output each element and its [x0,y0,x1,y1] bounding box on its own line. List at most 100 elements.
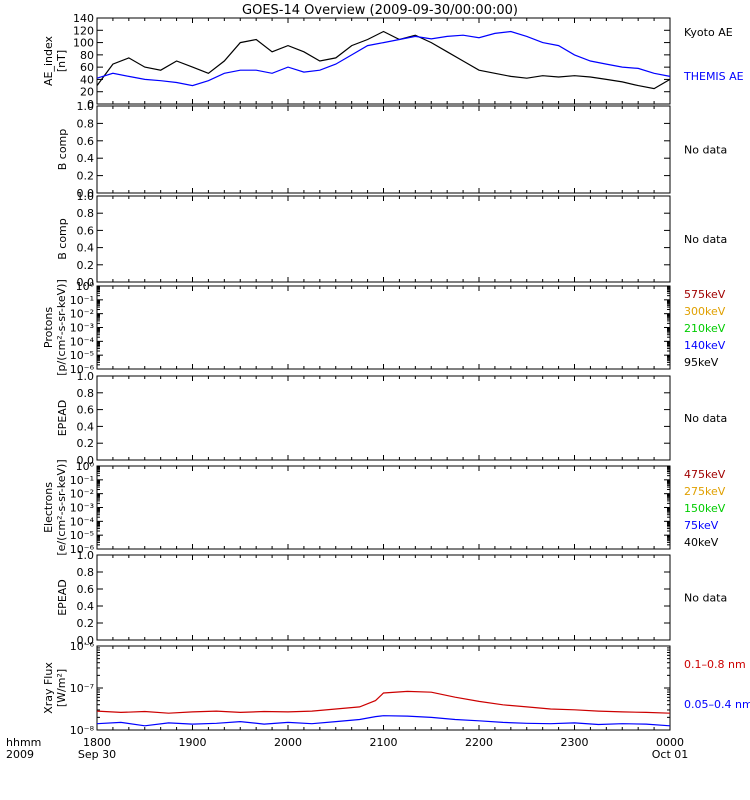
x-row-label-hhmm: hhmm [6,736,41,749]
y-tick-label: 0.2 [77,259,95,272]
legend-entry: 40keV [684,536,719,549]
y-axis-unit: [e/(cm²-s-sr-keV)] [55,459,68,555]
panel-frame [96,645,671,731]
y-tick-label: 0.6 [77,135,95,148]
y-axis-label: B comp [56,129,69,171]
series-legend-label: THEMIS AE [683,70,744,83]
y-tick-label: 0.8 [77,117,95,130]
y-tick-label: 1.0 [77,190,95,203]
panel-frame [96,285,671,370]
y-tick-label: 0.0 [77,276,95,289]
y-tick-label: 0.4 [77,420,95,433]
y-tick-label: 0.8 [77,566,95,579]
series-line [96,690,671,714]
y-axis-label: EPEAD [56,400,69,437]
y-axis-unit: [W/m²] [55,669,68,707]
y-tick-label: 10⁻¹ [70,474,94,487]
y-tick-label: 0.8 [77,387,95,400]
y-tick-label: 0.0 [77,454,95,467]
panel-8: 10⁻⁸ 10⁻⁷ 10⁻⁶ Xray Flux [W/m²] 0.1–0.8 nm 0.0… [42,640,750,737]
panel-5: 0.0 0.2 0.4 0.6 0.8 1.0 EPEAD No data [56,370,727,467]
panel-7: 0.0 0.2 0.4 0.6 0.8 1.0 EPEAD No data [56,549,727,647]
y-tick-label: 140 [73,12,94,25]
panel-frame [96,195,671,283]
y-tick-label: 10⁻³ [70,502,94,515]
y-tick-label: 10⁻⁴ [70,515,95,528]
y-axis-label: B comp [56,218,69,260]
x-tick-label: 0000 [656,736,684,749]
x-tick-label: 1900 [179,736,207,749]
y-tick-label: 0.2 [77,170,95,183]
y-tick-label: 10⁻² [70,488,94,501]
y-tick-label: 40 [80,73,94,86]
y-tick-label: 0.6 [77,404,95,417]
y-tick-label: 10⁰ [76,460,95,473]
no-data-label: No data [684,412,727,425]
series-line [96,30,671,87]
legend-entry: 140keV [684,339,726,352]
y-axis-label: EPEAD [56,579,69,616]
legend-entry: 210keV [684,322,726,335]
y-tick-label: 20 [80,86,94,99]
x-tick-label: 2000 [274,736,302,749]
y-tick-label: 80 [80,49,94,62]
y-tick-label: 10⁻² [70,308,94,321]
chart-title: GOES-14 Overview (2009-09-30/00:00:00) [242,3,518,18]
series-line [96,30,671,90]
legend-entry: 475keV [684,468,726,481]
y-tick-label: 0.4 [77,600,95,613]
y-tick-label: 0.4 [77,242,95,255]
panel-frame [96,554,671,641]
legend-entry: 300keV [684,305,726,318]
y-tick-label: 10⁻⁷ [70,682,94,695]
y-tick-label: 10⁰ [76,280,95,293]
y-tick-label: 10⁻⁸ [70,724,95,737]
panel-3: 0.0 0.2 0.4 0.6 0.8 1.0 B comp No data [56,190,727,289]
y-tick-label: 10⁻⁴ [70,335,95,348]
x-tick-label: 2100 [370,736,398,749]
y-tick-label: 0 [87,98,94,111]
legend-entry: 75keV [684,519,719,532]
x-tick-sublabel: Oct 01 [652,748,689,761]
no-data-label: No data [684,592,727,605]
x-tick-label: 1800 [83,736,111,749]
y-axis-label: AE_index [42,35,55,86]
y-tick-label: 0.6 [77,583,95,596]
legend-entry: 575keV [684,288,726,301]
y-tick-label: 0.2 [77,437,95,450]
series-line [96,715,671,727]
panel-2: 0.0 0.2 0.4 0.6 0.8 1.0 B comp No data [56,100,727,200]
y-tick-label: 60 [80,61,94,74]
no-data-label: No data [684,144,727,157]
legend-entry: 275keV [684,485,726,498]
series-legend-label: 0.05–0.4 nm [684,698,750,711]
no-data-label: No data [684,233,727,246]
y-tick-label: 10⁻⁶ [70,640,95,653]
series-legend-label: Kyoto AE [684,26,733,39]
y-axis-label: Xray Flux [42,662,55,714]
y-tick-label: 0.2 [77,617,95,630]
y-axis-label: Electrons [42,482,55,533]
y-tick-label: 10⁻⁵ [70,529,94,542]
x-row-label-year: 2009 [6,748,34,761]
y-tick-label: 100 [73,37,94,50]
x-tick-label: 2200 [465,736,493,749]
y-tick-label: 0.8 [77,207,95,220]
y-tick-label: 10⁻¹ [70,294,94,307]
y-tick-label: 1.0 [77,100,95,113]
y-tick-label: 120 [73,24,94,37]
legend-entry: 95keV [684,356,719,369]
panel-frame [96,465,671,550]
panel-frame [96,105,671,194]
panel-frame [96,375,671,461]
y-axis-unit: [nT] [55,50,68,72]
y-tick-label: 0.0 [77,634,95,647]
series-legend-label: 0.1–0.8 nm [684,658,746,671]
y-tick-label: 0.0 [77,187,95,200]
